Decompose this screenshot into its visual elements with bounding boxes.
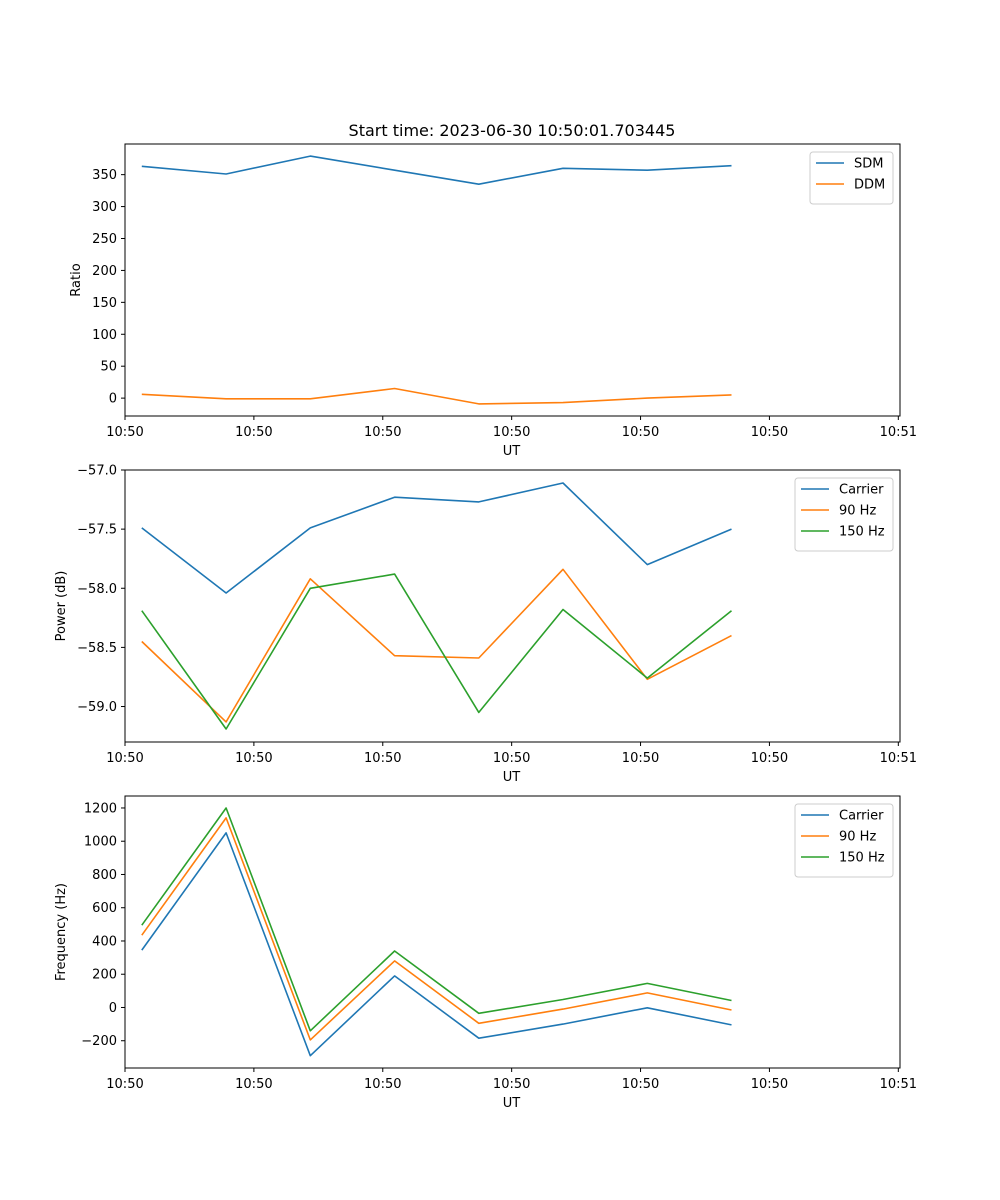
legend-box xyxy=(809,151,894,205)
series-line-carrier xyxy=(141,832,732,1057)
x-axis-label: UT xyxy=(503,1096,521,1111)
axes-frame xyxy=(124,795,901,1069)
x-tick-label: 10:50 xyxy=(106,1077,143,1092)
y-tick-label: 400 xyxy=(92,934,117,949)
x-axis-label: UT xyxy=(503,770,521,785)
y-tick-label: 800 xyxy=(92,868,117,883)
y-tick-label: 600 xyxy=(92,901,117,916)
legend-label: 150 Hz xyxy=(839,851,885,866)
legend-label: SDM xyxy=(854,157,883,172)
x-tick-label: 10:50 xyxy=(493,751,530,766)
series-line-150-hz xyxy=(141,807,732,1032)
plot-panel-1: 10:50 10:50 10:50 10:50 10:50 10:50 10:51 0 50 10… xyxy=(69,143,917,459)
x-tick-label: 10:50 xyxy=(106,751,143,766)
y-tick-label: −58.0 xyxy=(77,582,117,597)
y-tick-label: 1000 xyxy=(84,835,117,850)
x-tick-label: 10:50 xyxy=(235,1077,272,1092)
y-tick-label: 300 xyxy=(92,200,117,215)
x-tick-label: 10:50 xyxy=(364,751,401,766)
x-tick-label: 10:50 xyxy=(493,1077,530,1092)
y-tick-label: −200 xyxy=(81,1034,117,1049)
x-tick-label: 10:50 xyxy=(106,425,143,440)
x-tick-label: 10:50 xyxy=(751,751,788,766)
x-axis-label: UT xyxy=(503,444,521,459)
y-tick-label: 0 xyxy=(109,392,117,407)
legend-label: 90 Hz xyxy=(839,504,876,519)
y-tick-label: −57.5 xyxy=(77,523,117,538)
x-tick-label: 10:50 xyxy=(622,425,659,440)
y-tick-label: −58.5 xyxy=(77,641,117,656)
x-tick-label: 10:50 xyxy=(364,425,401,440)
x-tick-label: 10:50 xyxy=(235,751,272,766)
x-tick-label: 10:50 xyxy=(751,1077,788,1092)
y-axis-label: Frequency (Hz) xyxy=(54,883,69,981)
x-tick-label: 10:50 xyxy=(235,425,272,440)
legend: Carrier 90 Hz 150 Hz xyxy=(794,803,894,878)
y-tick-label: 1200 xyxy=(84,801,117,816)
series-line-90-hz xyxy=(141,817,732,1041)
axes-frame xyxy=(124,469,901,743)
x-tick-label: 10:50 xyxy=(751,425,788,440)
y-tick-label: 0 xyxy=(109,1001,117,1016)
legend-label: 90 Hz xyxy=(839,830,876,845)
x-tick-label: 10:51 xyxy=(880,751,917,766)
chart-title: Start time: 2023-06-30 10:50:01.703445 xyxy=(349,121,676,140)
series-line-ddm xyxy=(141,387,732,405)
legend-label: DDM xyxy=(854,178,885,193)
series-line-150-hz xyxy=(141,573,732,730)
series-line-sdm xyxy=(141,155,732,185)
plot-panel-3: 10:50 10:50 10:50 10:50 10:50 10:50 10:51 −200 0… xyxy=(54,795,917,1111)
x-tick-label: 10:50 xyxy=(364,1077,401,1092)
axes-frame xyxy=(124,143,901,417)
legend-box xyxy=(794,803,894,878)
legend-label: Carrier xyxy=(839,809,884,824)
y-tick-label: 50 xyxy=(100,360,117,375)
x-tick-label: 10:50 xyxy=(622,1077,659,1092)
x-tick-label: 10:51 xyxy=(880,1077,917,1092)
x-tick-label: 10:50 xyxy=(622,751,659,766)
y-tick-label: 100 xyxy=(92,328,117,343)
x-tick-label: 10:50 xyxy=(493,425,530,440)
y-tick-label: 150 xyxy=(92,296,117,311)
legend: Carrier 90 Hz 150 Hz xyxy=(794,477,894,552)
legend-label: Carrier xyxy=(839,483,884,498)
y-tick-label: 200 xyxy=(92,968,117,983)
legend: SDM DDM xyxy=(809,151,894,205)
y-axis-label: Ratio xyxy=(69,263,84,296)
x-tick-label: 10:51 xyxy=(880,425,917,440)
series-line-carrier xyxy=(141,482,732,594)
y-tick-label: 350 xyxy=(92,168,117,183)
y-tick-label: −59.0 xyxy=(77,700,117,715)
y-tick-label: −57.0 xyxy=(77,464,117,479)
y-tick-label: 200 xyxy=(92,264,117,279)
plot-panel-2: 10:50 10:50 10:50 10:50 10:50 10:50 10:51 −59.0… xyxy=(54,464,917,786)
legend-label: 150 Hz xyxy=(839,525,885,540)
legend-box xyxy=(794,477,894,552)
y-tick-label: 250 xyxy=(92,232,117,247)
y-axis-label: Power (dB) xyxy=(54,571,69,642)
series-line-90-hz xyxy=(141,568,732,723)
